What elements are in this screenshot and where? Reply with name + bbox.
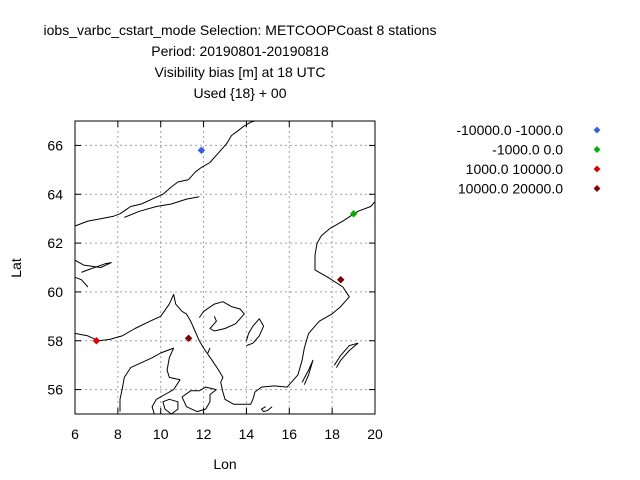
data-point <box>336 275 345 284</box>
coastline <box>124 196 200 218</box>
y-tick-label: 60 <box>47 284 63 300</box>
legend-marker <box>593 165 601 173</box>
legend-label: 1000.0 10000.0 <box>466 161 564 177</box>
x-axis-ticks: 6 8 10 12 14 16 18 20 <box>71 121 383 442</box>
y-tick-label: 64 <box>47 186 63 202</box>
coastline <box>162 398 179 415</box>
x-tick-label: 8 <box>114 426 122 442</box>
coastline <box>119 347 181 415</box>
legend-label: -1000.0 0.0 <box>492 142 563 158</box>
legend-label: -10000.0 -1000.0 <box>456 122 563 138</box>
data-points <box>92 146 358 345</box>
coastline <box>74 276 89 288</box>
coastline <box>333 342 359 368</box>
coastline <box>207 347 211 354</box>
coastline <box>198 301 245 332</box>
y-tick-label: 62 <box>47 235 63 251</box>
data-point <box>184 334 193 343</box>
legend-marker <box>593 145 601 154</box>
x-axis-label: Lon <box>213 456 236 472</box>
data-point <box>349 209 358 218</box>
data-point <box>197 146 206 155</box>
plot-frame <box>74 120 376 415</box>
x-tick-label: 18 <box>324 426 340 442</box>
legend-marker <box>593 184 601 193</box>
coastline <box>181 386 217 413</box>
chart-title: iobs_varbc_cstart_mode Selection: METCOO… <box>44 22 437 101</box>
coastline-map <box>74 120 376 415</box>
data-point <box>92 336 101 345</box>
coastline <box>188 120 256 180</box>
x-tick-label: 20 <box>367 426 383 442</box>
y-tick-label: 56 <box>47 382 63 398</box>
title-line: Visibility bias [m] at 18 UTC <box>155 64 326 80</box>
title-line: Used {18} + 00 <box>193 85 286 101</box>
x-tick-label: 12 <box>196 426 212 442</box>
title-line: iobs_varbc_cstart_mode Selection: METCOO… <box>44 22 437 38</box>
coastline <box>245 318 265 347</box>
coastline <box>119 179 189 215</box>
coastline <box>74 201 376 405</box>
title-line: Period: 20190801-20190818 <box>151 43 329 59</box>
coastline <box>74 213 121 227</box>
x-tick-label: 6 <box>71 426 79 442</box>
y-axis-ticks: 56 58 60 62 64 66 <box>47 137 375 398</box>
x-tick-label: 14 <box>239 426 255 442</box>
legend: -10000.0 -1000.0 -1000.0 0.0 1000.0 10000.… <box>456 122 601 197</box>
x-tick-label: 16 <box>281 426 297 442</box>
coastline <box>301 359 314 385</box>
legend-label: 10000.0 20000.0 <box>458 181 563 197</box>
coastline <box>74 259 112 273</box>
legend-marker <box>593 126 601 134</box>
y-tick-label: 66 <box>47 137 63 153</box>
grid <box>75 121 375 414</box>
x-tick-label: 10 <box>153 426 169 442</box>
coastline <box>260 406 273 413</box>
y-tick-label: 58 <box>47 333 63 349</box>
y-axis-label: Lat <box>8 258 24 278</box>
